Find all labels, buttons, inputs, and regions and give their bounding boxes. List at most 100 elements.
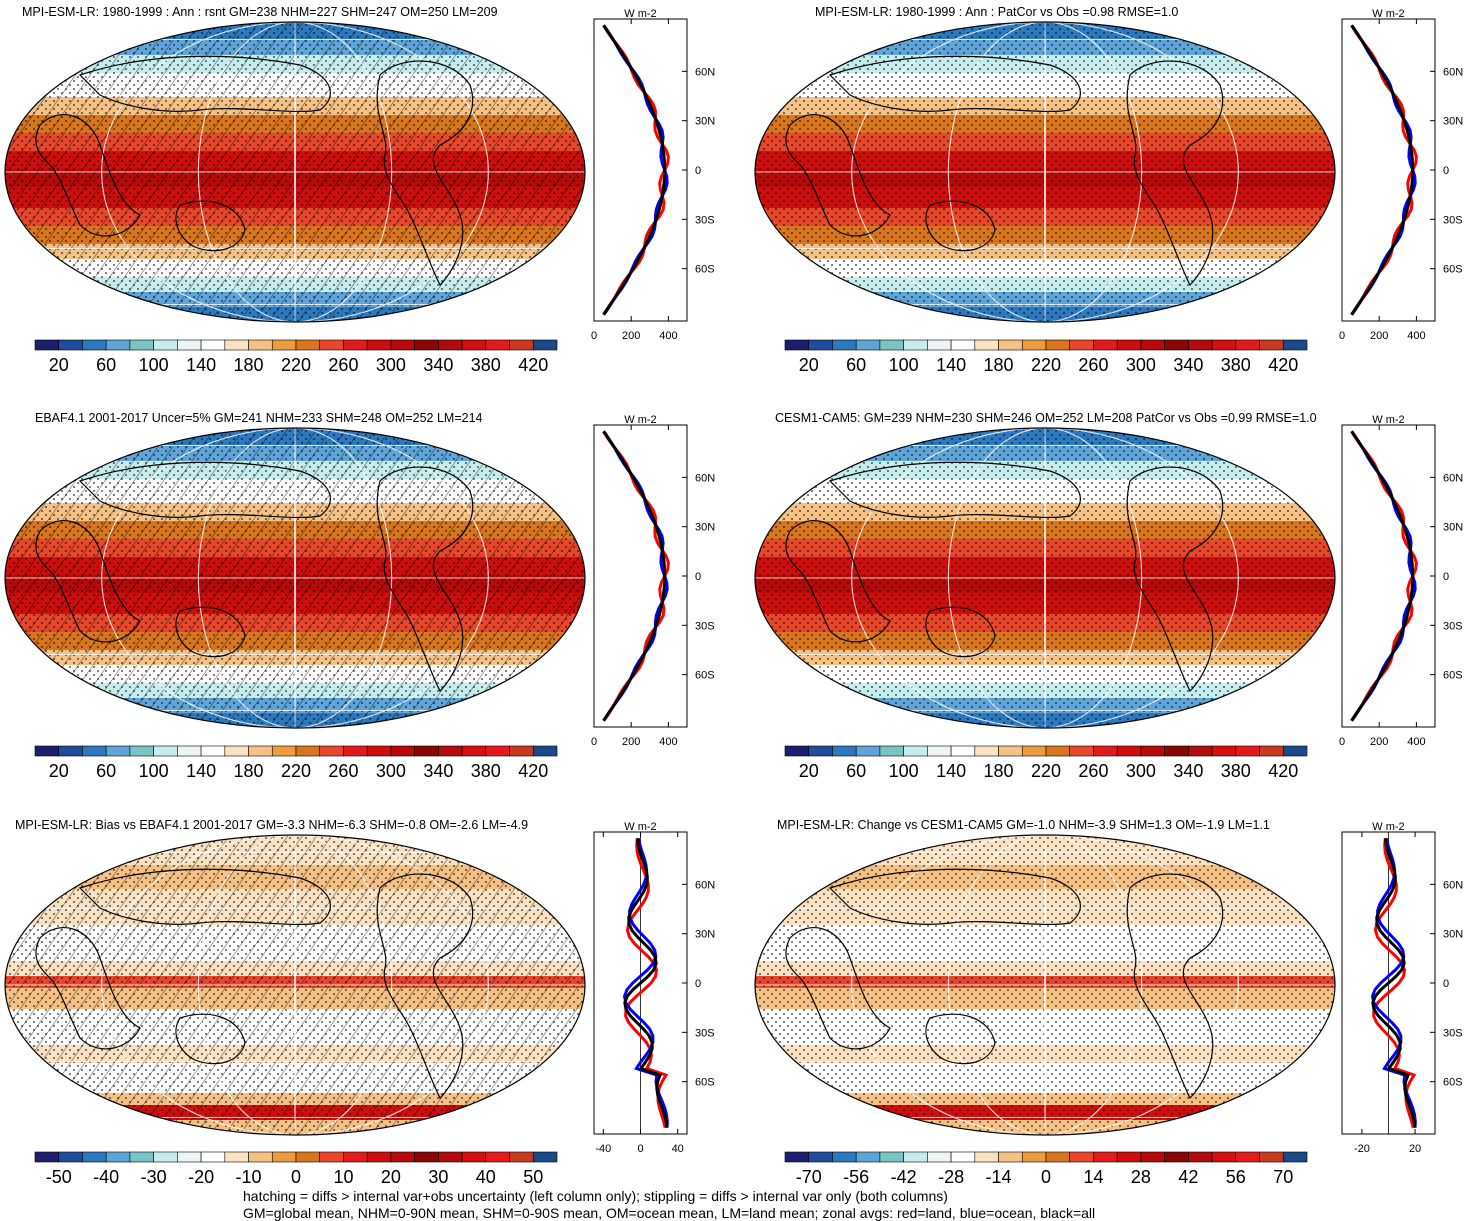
- colorbar-swatch: [414, 745, 439, 757]
- colorbar-swatch: [224, 745, 249, 757]
- colorbar-swatch: [366, 339, 392, 351]
- zonal-xtick-label: 400: [659, 736, 677, 748]
- colorbar-swatch: [927, 1151, 952, 1163]
- footer-line-1: hatching = diffs > internal var+obs unce…: [243, 1188, 948, 1204]
- zonal-ytick-label: 30N: [1443, 929, 1463, 941]
- colorbar-tick-label: 180: [234, 761, 264, 781]
- colorbar-tick-label: 220: [281, 355, 311, 375]
- zonal-xtick-label: 400: [1407, 736, 1425, 748]
- colorbar-swatch: [224, 1151, 249, 1163]
- zonal-xtick-label: 0: [637, 1143, 643, 1155]
- zonal-ytick-label: 60S: [1443, 264, 1463, 276]
- colorbar-tick-label: 340: [1173, 761, 1203, 781]
- colorbar-swatch: [1116, 745, 1142, 757]
- colorbar-tick-label: 40: [476, 1167, 496, 1187]
- colorbar-tick-label: -70: [796, 1167, 822, 1187]
- panel-title: MPI-ESM-LR: 1980-1999 : Ann : PatCor vs …: [815, 5, 1179, 19]
- colorbar-swatch: [34, 1151, 60, 1163]
- panel-title: MPI-ESM-LR: Change vs CESM1-CAM5 GM=-1.0…: [777, 818, 1270, 832]
- colorbar-tick-label: 60: [96, 761, 116, 781]
- zonal-curve-land: [602, 430, 670, 722]
- colorbar-swatch: [105, 1151, 131, 1163]
- colorbar-tick-label: -40: [93, 1167, 119, 1187]
- zonal-ytick-label: 60N: [1443, 66, 1463, 78]
- colorbar-swatch: [1140, 339, 1165, 351]
- zonal-xtick-label: 200: [1370, 736, 1388, 748]
- colorbar-swatch: [1021, 745, 1047, 757]
- colorbar: -50 -40 -30 -20 -10 0 10 20 30 40 50: [34, 1151, 558, 1187]
- colorbar-tick-label: -50: [46, 1167, 72, 1187]
- colorbar-swatch: [1259, 1151, 1284, 1163]
- colorbar-swatch: [1093, 1151, 1118, 1163]
- colorbar-swatch: [295, 339, 321, 351]
- colorbar-tick-label: 300: [1126, 355, 1156, 375]
- colorbar-swatch: [1021, 1151, 1047, 1163]
- colorbar-swatch: [1282, 339, 1308, 351]
- zonal-ytick-label: 30S: [1443, 214, 1463, 226]
- zonal-ytick-label: 0: [695, 978, 701, 990]
- colorbar-tick-label: 380: [1221, 761, 1251, 781]
- zonal-mean-plot: 60N 30N 0 30S 60S 0 200 400 W m-2: [1339, 414, 1463, 748]
- colorbar-swatch: [879, 339, 904, 351]
- zonal-xtick-label: -20: [1354, 1143, 1370, 1155]
- zonal-xtick-label: 40: [672, 1143, 684, 1155]
- zonal-ytick-label: 30N: [695, 522, 715, 534]
- zonal-xtick-label: 0: [591, 736, 597, 748]
- colorbar-swatch: [129, 745, 154, 757]
- zonal-xtick-label: 200: [622, 330, 640, 342]
- colorbar-tick-label: 340: [1173, 355, 1203, 375]
- colorbar-tick-label: 60: [846, 355, 866, 375]
- colorbar-swatch: [153, 1151, 178, 1163]
- colorbar-swatch: [105, 745, 131, 757]
- colorbar-swatch: [390, 745, 415, 757]
- colorbar-swatch: [1045, 745, 1071, 757]
- zonal-units-label: W m-2: [624, 8, 656, 20]
- colorbar-tick-label: 20: [381, 1167, 401, 1187]
- colorbar-swatch: [927, 745, 952, 757]
- colorbar-swatch: [974, 1151, 999, 1163]
- colorbar-swatch: [129, 1151, 154, 1163]
- zonal-curve-land: [602, 24, 670, 316]
- colorbar-tick-label: 180: [984, 761, 1014, 781]
- colorbar-tick-label: 100: [139, 761, 169, 781]
- zonal-curve-ocean: [1370, 837, 1417, 1128]
- colorbar-swatch: [1045, 1151, 1071, 1163]
- zonal-xtick-label: 20: [1409, 1143, 1421, 1155]
- colorbar-tick-label: -10: [236, 1167, 262, 1187]
- zonal-ytick-label: 30S: [1443, 620, 1463, 632]
- colorbar-tick-label: 340: [423, 355, 453, 375]
- colorbar-swatch: [855, 339, 881, 351]
- colorbar-swatch: [879, 745, 904, 757]
- colorbar-tick-label: -42: [891, 1167, 917, 1187]
- zonal-curve-all: [1371, 838, 1417, 1128]
- colorbar-swatch: [532, 1151, 558, 1163]
- colorbar-swatch: [1164, 339, 1189, 351]
- colorbar-tick-label: 180: [984, 355, 1014, 375]
- colorbar-swatch: [271, 339, 297, 351]
- colorbar-swatch: [903, 1151, 928, 1163]
- colorbar-swatch: [855, 1151, 881, 1163]
- colorbar-swatch: [153, 745, 178, 757]
- colorbar-tick-label: 30: [428, 1167, 448, 1187]
- colorbar-swatch: [1211, 745, 1237, 757]
- colorbar-swatch: [295, 745, 321, 757]
- colorbar-swatch: [485, 745, 510, 757]
- colorbar-swatch: [1164, 745, 1189, 757]
- panel-title: MPI-ESM-LR: Bias vs EBAF4.1 2001-2017 GM…: [15, 818, 529, 832]
- colorbar-tick-label: 180: [234, 355, 264, 375]
- colorbar-swatch: [532, 745, 558, 757]
- zonal-curve-all: [602, 24, 667, 316]
- colorbar-swatch: [343, 745, 368, 757]
- colorbar-swatch: [271, 1151, 297, 1163]
- zonal-units-label: W m-2: [1372, 414, 1404, 426]
- zonal-ytick-label: 30S: [695, 214, 715, 226]
- colorbar-tick-label: 42: [1178, 1167, 1198, 1187]
- zonal-curve-land: [1372, 838, 1417, 1129]
- colorbar-tick-label: 50: [523, 1167, 543, 1187]
- zonal-ytick-label: 30N: [695, 929, 715, 941]
- colorbar-tick-label: 300: [376, 355, 406, 375]
- colorbar-swatch: [808, 745, 833, 757]
- colorbar-swatch: [784, 1151, 810, 1163]
- colorbar-swatch: [1069, 1151, 1094, 1163]
- colorbar-tick-label: 20: [799, 761, 819, 781]
